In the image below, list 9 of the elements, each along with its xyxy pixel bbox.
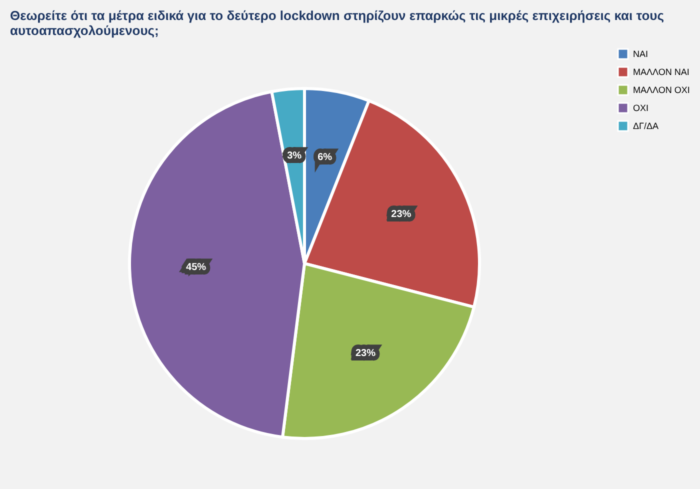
- legend-label: ΜΑΛΛΟΝ ΝΑΙ: [633, 67, 690, 77]
- data-label: 23%: [355, 348, 376, 360]
- legend-label: ΔΓ/ΔΑ: [633, 121, 658, 131]
- legend-label: ΝΑΙ: [633, 49, 648, 59]
- data-label: 23%: [391, 209, 412, 220]
- chart-title: Θεωρείτε ότι τα μέτρα ειδικά για το δεύτερο lockdown στηρίζουν επαρκώς τις μικρές επιχειρήσεις και τους αυτοαπασχολούμενους;: [10, 8, 664, 38]
- legend-label: ΟΧΙ: [633, 103, 649, 113]
- data-label: 3%: [287, 150, 302, 162]
- legend-label: ΜΑΛΛΟΝ ΟΧΙ: [633, 85, 690, 95]
